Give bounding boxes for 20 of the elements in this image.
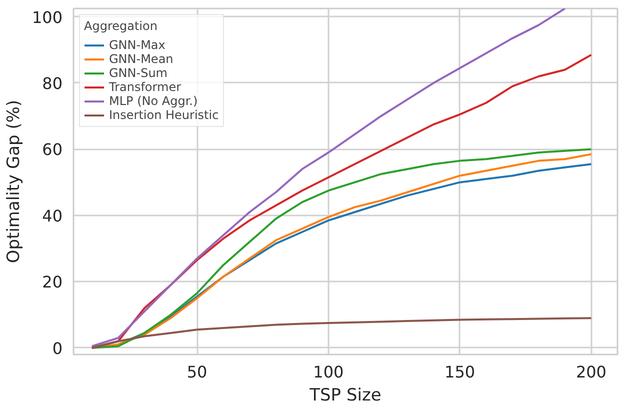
line-series [90,317,592,349]
legend-label: GNN-Mean [109,52,174,66]
legend-label: Transformer [109,80,182,94]
y-tick-label: 0 [52,338,63,358]
y-tick-label: 100 [32,8,63,27]
x-tick-label: 50 [186,362,208,382]
y-tick-label: 40 [42,206,62,226]
legend-title: Aggregation [84,19,158,33]
legend-label: Insertion Heuristic [109,108,219,122]
y-tick-label: 20 [42,272,62,292]
legend-label: MLP (No Aggr.) [109,94,198,108]
x-axis-title: TSP Size [308,386,382,406]
y-tick-label: 80 [42,74,62,93]
legend-label: GNN-Max [109,38,166,52]
x-tick-label: 100 [313,362,344,382]
y-tick-label: 60 [42,140,62,160]
x-tick-label: 200 [576,362,606,382]
x-tick-label: 150 [444,362,476,382]
y-axis-title: Optimality Gap (%) [4,100,24,264]
legend-label: GNN-Sum [109,66,168,80]
